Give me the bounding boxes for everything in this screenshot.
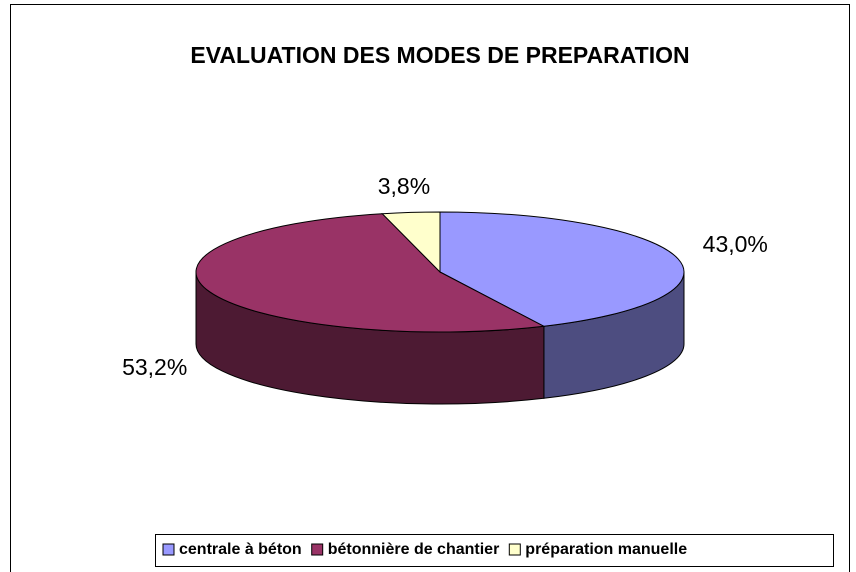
legend-swatch bbox=[508, 543, 521, 556]
legend-swatch bbox=[162, 543, 175, 556]
slice bbox=[439, 211, 685, 327]
data-label: 3,8% bbox=[378, 173, 430, 199]
data-label: 43,0% bbox=[703, 231, 768, 257]
legend-swatch bbox=[311, 543, 324, 556]
legend-label: préparation manuelle bbox=[525, 541, 687, 558]
chart-title: EVALUATION DES MODES DE PREPARATION bbox=[190, 42, 689, 68]
slice bbox=[381, 211, 441, 274]
slice bbox=[195, 213, 546, 333]
legend: centrale à béton bétonnière de chantier pr… bbox=[155, 534, 834, 567]
legend-label: centrale à béton bbox=[179, 541, 302, 558]
legend-box bbox=[155, 534, 834, 567]
data-label: 53,2% bbox=[122, 354, 187, 380]
legend-label: bétonnière de chantier bbox=[328, 541, 500, 558]
